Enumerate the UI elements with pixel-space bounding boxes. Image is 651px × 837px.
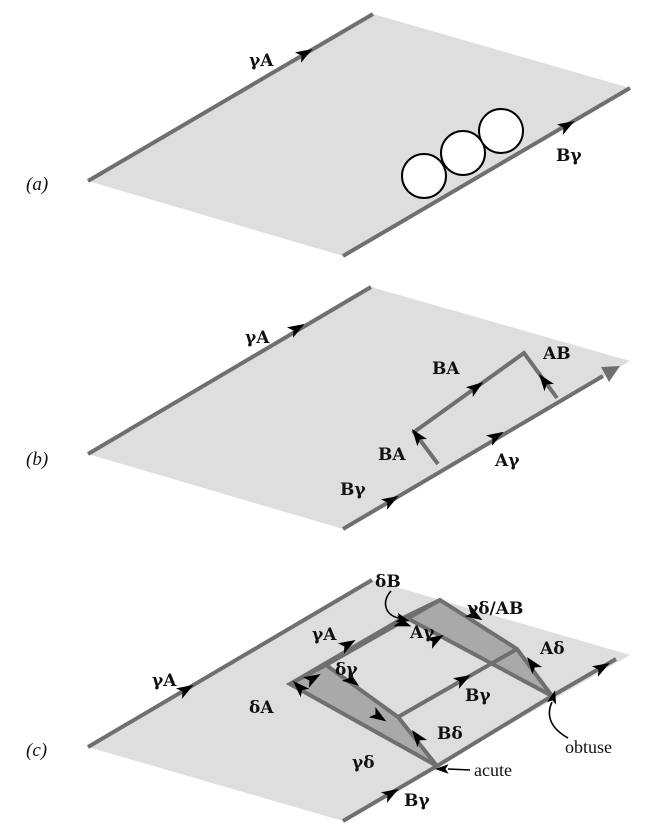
- atom-circle: [478, 108, 524, 154]
- label-delta-gamma: δγ: [335, 660, 358, 680]
- label-b-gamma: Bγ: [556, 146, 582, 166]
- label-gamma-a: γA: [249, 51, 274, 71]
- panel-tag-b: (b): [26, 449, 48, 470]
- label-gd-ab: γδ/AB: [467, 599, 523, 619]
- label-b-gamma-bottom: Bγ: [404, 791, 430, 811]
- label-gamma-a: γA: [245, 328, 270, 348]
- plane-b: [88, 287, 630, 529]
- top-edge-b: [86, 285, 373, 456]
- bottom-edge-arrowhead: [601, 366, 620, 382]
- acute-leader: [447, 768, 471, 771]
- label-b-gamma: Bγ: [340, 480, 366, 500]
- atom-circle: [440, 130, 486, 176]
- panel-a: γA Bγ (a): [26, 12, 632, 258]
- plane-a: [88, 14, 630, 256]
- panel-tag-c: (c): [26, 740, 47, 761]
- label-ba-lower: BA: [378, 445, 406, 465]
- panel-c: δB γδ/AB γA γA Aγ Aδ δγ Bγ δA Bδ γδ Bγ o…: [26, 572, 630, 823]
- obtuse-leader: [548, 701, 569, 739]
- partial-line-mid-lower: [397, 647, 518, 719]
- top-edge-a: [86, 12, 375, 183]
- panel-tag-a: (a): [26, 174, 48, 195]
- label-gamma-a-left: γA: [152, 671, 177, 691]
- label-b-delta: Bδ: [437, 724, 463, 744]
- bottom-edge-a: [341, 86, 632, 258]
- label-obtuse: obtuse: [565, 737, 612, 757]
- label-ba-upper: BA: [432, 359, 460, 379]
- delta-b-leader: [384, 590, 399, 619]
- label-a-gamma: Aγ: [409, 623, 435, 643]
- label-gamma-delta: γδ: [352, 753, 375, 773]
- partial-line-bottom: [435, 694, 554, 768]
- label-ab: AB: [542, 344, 571, 364]
- label-acute: acute: [474, 760, 512, 780]
- panel-b: γA BA AB BA Aγ Bγ (b): [26, 285, 630, 531]
- label-delta-b: δB: [375, 572, 401, 592]
- bottom-edge-b: [341, 374, 605, 531]
- label-delta-a: δA: [249, 698, 274, 718]
- label-b-gamma-mid: Bγ: [465, 686, 491, 706]
- top-edge-c: [86, 578, 374, 749]
- label-a-delta: Aδ: [539, 639, 565, 659]
- label-gamma-a-inner: γA: [312, 625, 337, 645]
- label-a-gamma: Aγ: [494, 451, 520, 471]
- partial-line-mid-upper: [325, 598, 441, 667]
- atom-circle: [401, 153, 447, 199]
